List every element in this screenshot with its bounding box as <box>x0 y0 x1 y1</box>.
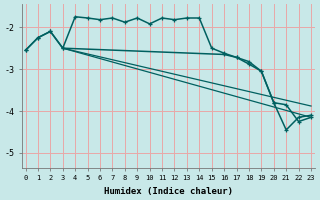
X-axis label: Humidex (Indice chaleur): Humidex (Indice chaleur) <box>104 187 233 196</box>
